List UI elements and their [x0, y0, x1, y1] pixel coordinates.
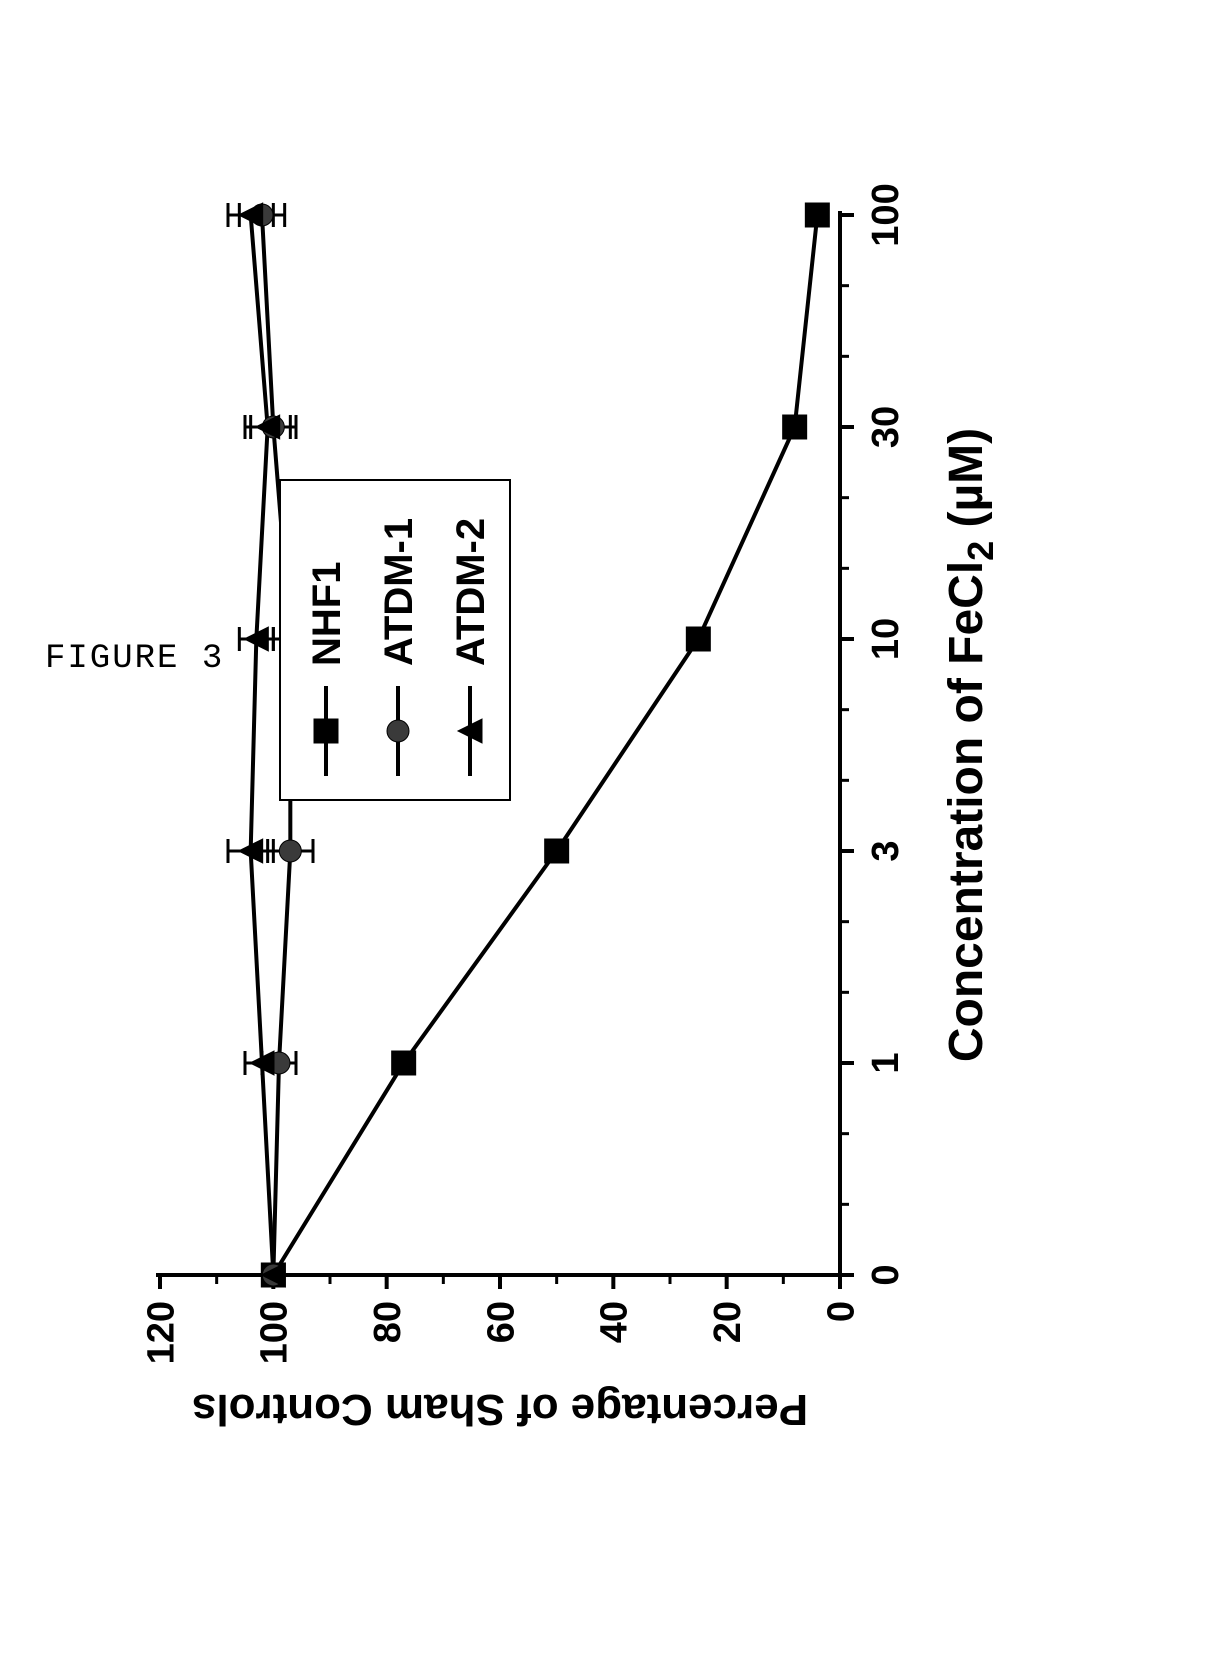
svg-text:30: 30 — [865, 406, 907, 448]
svg-text:80: 80 — [367, 1301, 409, 1343]
svg-text:Concentration of FeCl2 (µM): Concentration of FeCl2 (µM) — [940, 428, 1001, 1062]
svg-text:0: 0 — [865, 1264, 907, 1285]
chart-svg: 0 20 40 60 80 100 120 0 1 3 10 30 100 Percentage of S… — [100, 120, 1130, 1480]
svg-text:ATDM-1: ATDM-1 — [377, 518, 421, 666]
svg-text:40: 40 — [594, 1301, 636, 1343]
svg-text:3: 3 — [865, 840, 907, 861]
svg-text:NHF1: NHF1 — [305, 562, 349, 666]
svg-text:120: 120 — [140, 1301, 182, 1364]
svg-text:20: 20 — [707, 1301, 749, 1343]
svg-text:ATDM-2: ATDM-2 — [449, 518, 493, 666]
figure-label: FIGURE 3 — [45, 640, 224, 678]
chart-container: 0 20 40 60 80 100 120 0 1 3 10 30 100 Percentage of S… — [100, 120, 1130, 1480]
svg-text:100: 100 — [254, 1301, 296, 1364]
svg-text:100: 100 — [865, 183, 907, 246]
svg-text:1: 1 — [865, 1052, 907, 1073]
svg-text:10: 10 — [865, 618, 907, 660]
svg-text:60: 60 — [480, 1301, 522, 1343]
svg-text:Percentage of Sham Controls: Percentage of Sham Controls — [192, 1385, 808, 1434]
svg-text:0: 0 — [820, 1301, 862, 1322]
